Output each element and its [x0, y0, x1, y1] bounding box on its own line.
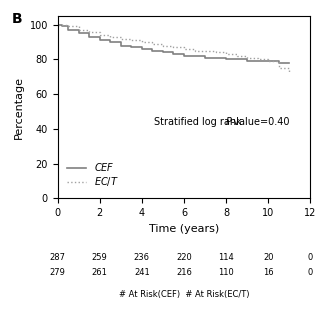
- Text: 216: 216: [176, 268, 192, 277]
- Text: 279: 279: [50, 268, 66, 277]
- Text: 236: 236: [134, 253, 150, 262]
- Text: 220: 220: [176, 253, 192, 262]
- Text: 20: 20: [263, 253, 274, 262]
- Text: 110: 110: [218, 268, 234, 277]
- Text: Stratified log rank: Stratified log rank: [154, 117, 244, 127]
- Text: 114: 114: [218, 253, 234, 262]
- Text: 259: 259: [92, 253, 108, 262]
- X-axis label: Time (years): Time (years): [149, 224, 219, 234]
- Text: 241: 241: [134, 268, 150, 277]
- Y-axis label: Percentage: Percentage: [14, 76, 24, 139]
- Legend: $\it{CEF}$, $\it{EC/T}$: $\it{CEF}$, $\it{EC/T}$: [65, 159, 121, 190]
- Text: 261: 261: [92, 268, 108, 277]
- Text: 0: 0: [308, 268, 313, 277]
- Text: # At Risk(CEF)  # At Risk(EC/T): # At Risk(CEF) # At Risk(EC/T): [119, 290, 249, 299]
- Text: P: P: [226, 117, 232, 127]
- Text: 16: 16: [263, 268, 274, 277]
- Text: 287: 287: [50, 253, 66, 262]
- Text: B: B: [12, 12, 23, 26]
- Text: -value=0.40: -value=0.40: [231, 117, 290, 127]
- Text: 0: 0: [308, 253, 313, 262]
